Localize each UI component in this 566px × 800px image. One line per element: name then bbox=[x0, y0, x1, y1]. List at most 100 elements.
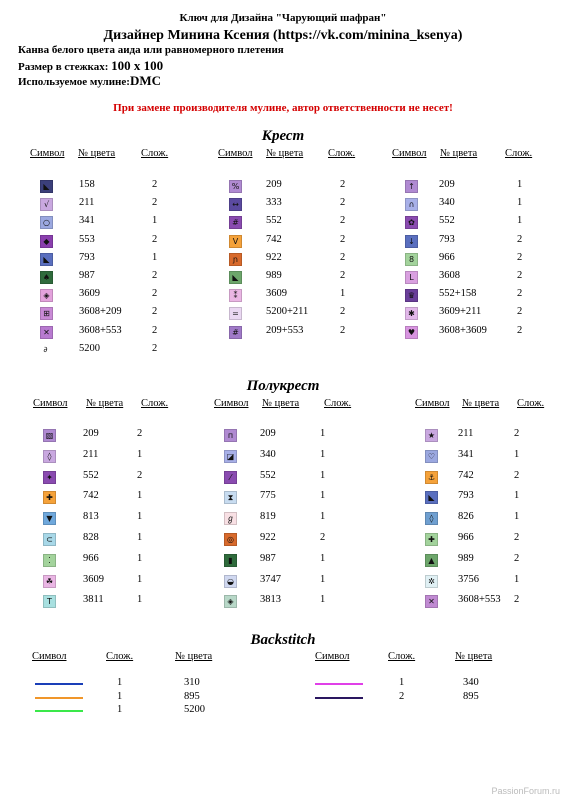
complexity-value: 2 bbox=[340, 179, 346, 190]
complexity-value: 1 bbox=[320, 428, 326, 439]
column-header-symbol: Символ bbox=[392, 148, 427, 159]
symbol-swatch: ✦ bbox=[43, 470, 56, 484]
symbol-swatch: ▲ bbox=[425, 553, 438, 567]
color-number: 775 bbox=[260, 490, 276, 502]
symbol-swatch: ⊂ bbox=[43, 533, 56, 546]
symbol-swatch: ⁑ bbox=[229, 289, 242, 303]
stitch-line bbox=[315, 696, 363, 699]
complexity-value: 2 bbox=[152, 324, 158, 336]
complexity-value: 2 bbox=[517, 306, 523, 318]
color-number: 552 bbox=[260, 469, 276, 481]
color-number: 211 bbox=[458, 428, 474, 439]
column-header-complexity: Слож. bbox=[517, 398, 545, 409]
complexity-value: 2 bbox=[340, 215, 346, 227]
color-number: 552 bbox=[83, 469, 99, 481]
column-header-symbol: Символ bbox=[315, 651, 350, 662]
floss-label: Используемое мулине: bbox=[18, 76, 130, 88]
color-number: 819 bbox=[260, 511, 276, 523]
symbol-swatch: ↔ bbox=[229, 198, 242, 212]
complexity-value: 1 bbox=[320, 490, 326, 502]
symbol-swatch: ɲ bbox=[229, 252, 242, 266]
color-number: 922 bbox=[260, 532, 276, 543]
complexity-value: 1 bbox=[514, 573, 520, 585]
color-number: 3756 bbox=[458, 573, 479, 585]
color-number: 742 bbox=[458, 469, 474, 481]
color-number: 3609 bbox=[266, 288, 287, 300]
complexity-value: 2 bbox=[517, 251, 523, 263]
color-number: 3609 bbox=[83, 573, 104, 585]
symbol-swatch: ✕ bbox=[40, 325, 53, 339]
symbol-swatch: ✱ bbox=[405, 307, 418, 321]
color-number: 209 bbox=[260, 428, 276, 439]
complexity-value: 2 bbox=[517, 270, 523, 281]
color-number: 209+553 bbox=[266, 324, 304, 336]
symbol-swatch: п bbox=[224, 429, 237, 442]
color-number: 966 bbox=[439, 251, 455, 263]
column-header-color: № цвета bbox=[462, 398, 500, 409]
complexity-value: 2 bbox=[514, 428, 520, 439]
complexity-value: 1 bbox=[517, 197, 523, 209]
color-number: 5200+211 bbox=[266, 306, 309, 318]
symbol-swatch: V bbox=[229, 234, 242, 248]
symbol-swatch: ℊ bbox=[224, 512, 237, 526]
symbol-swatch: ⧗ bbox=[224, 491, 237, 505]
complexity-value: 2 bbox=[514, 594, 520, 606]
complexity-value: 1 bbox=[137, 532, 143, 543]
complexity-value: 2 bbox=[340, 197, 346, 209]
column-header-color: № цвета bbox=[455, 651, 493, 662]
symbol-swatch: ✚ bbox=[43, 491, 56, 505]
color-number: 742 bbox=[266, 233, 282, 245]
symbol-swatch: ○ bbox=[40, 216, 53, 230]
color-number: 895 bbox=[463, 690, 479, 702]
symbol-swatch: ∂ bbox=[40, 343, 51, 355]
color-number: 813 bbox=[83, 511, 99, 523]
symbol-swatch: ∩ bbox=[405, 198, 418, 212]
symbol-swatch: ◣ bbox=[229, 271, 242, 284]
column-header-color: № цвета bbox=[262, 398, 300, 409]
symbol-swatch: ◆ bbox=[40, 234, 53, 248]
symbol-swatch: ◣ bbox=[40, 252, 53, 266]
complexity-value: 1 bbox=[137, 552, 143, 564]
symbol-swatch: ◈ bbox=[224, 595, 237, 609]
symbol-swatch: ♠ bbox=[40, 271, 53, 284]
column-header-symbol: Символ bbox=[30, 148, 65, 159]
symbol-swatch: ◊ bbox=[425, 512, 438, 526]
color-number: 3608+553 bbox=[79, 324, 122, 336]
complexity-value: 2 bbox=[152, 197, 158, 209]
symbol-swatch: ▮ bbox=[224, 553, 237, 567]
symbol-swatch: ⚓ bbox=[425, 470, 438, 484]
color-number: 211 bbox=[79, 197, 95, 209]
complexity-value: 2 bbox=[340, 306, 346, 318]
color-number: 5200 bbox=[79, 342, 100, 354]
column-header-complexity: Слож. bbox=[106, 651, 134, 662]
backstitch-section-title: Backstitch bbox=[250, 632, 316, 648]
color-number: 3608 bbox=[439, 270, 460, 281]
symbol-swatch: √ bbox=[40, 198, 53, 212]
complexity-value: 2 bbox=[340, 233, 346, 245]
complexity-value: 2 bbox=[399, 690, 405, 702]
column-header-color: № цвета bbox=[175, 651, 213, 662]
color-number: 966 bbox=[83, 552, 99, 564]
symbol-swatch: ↓ bbox=[405, 234, 418, 248]
symbol-swatch: ◎ bbox=[224, 533, 237, 546]
column-header-color: № цвета bbox=[86, 398, 124, 409]
symbol-swatch: ⁚ bbox=[43, 553, 56, 567]
column-header-symbol: Символ bbox=[218, 148, 253, 159]
stitch-line bbox=[35, 710, 83, 712]
column-header-complexity: Слож. bbox=[388, 651, 416, 662]
complexity-value: 1 bbox=[320, 469, 326, 481]
complexity-value: 1 bbox=[137, 573, 143, 585]
symbol-swatch: ↑ bbox=[405, 180, 418, 193]
complexity-value: 2 bbox=[137, 469, 143, 481]
color-number: 340 bbox=[439, 197, 455, 209]
symbol-swatch: ◪ bbox=[224, 449, 237, 463]
complexity-value: 1 bbox=[320, 594, 326, 606]
color-number: 552 bbox=[439, 215, 455, 227]
symbol-swatch: ◣ bbox=[425, 491, 438, 505]
complexity-value: 1 bbox=[517, 179, 523, 190]
complexity-value: 2 bbox=[514, 552, 520, 564]
complexity-value: 1 bbox=[117, 677, 123, 688]
floss-value: DMC bbox=[129, 73, 161, 88]
complexity-value: 2 bbox=[517, 288, 523, 300]
watermark: PassionForum.ru bbox=[491, 786, 560, 796]
